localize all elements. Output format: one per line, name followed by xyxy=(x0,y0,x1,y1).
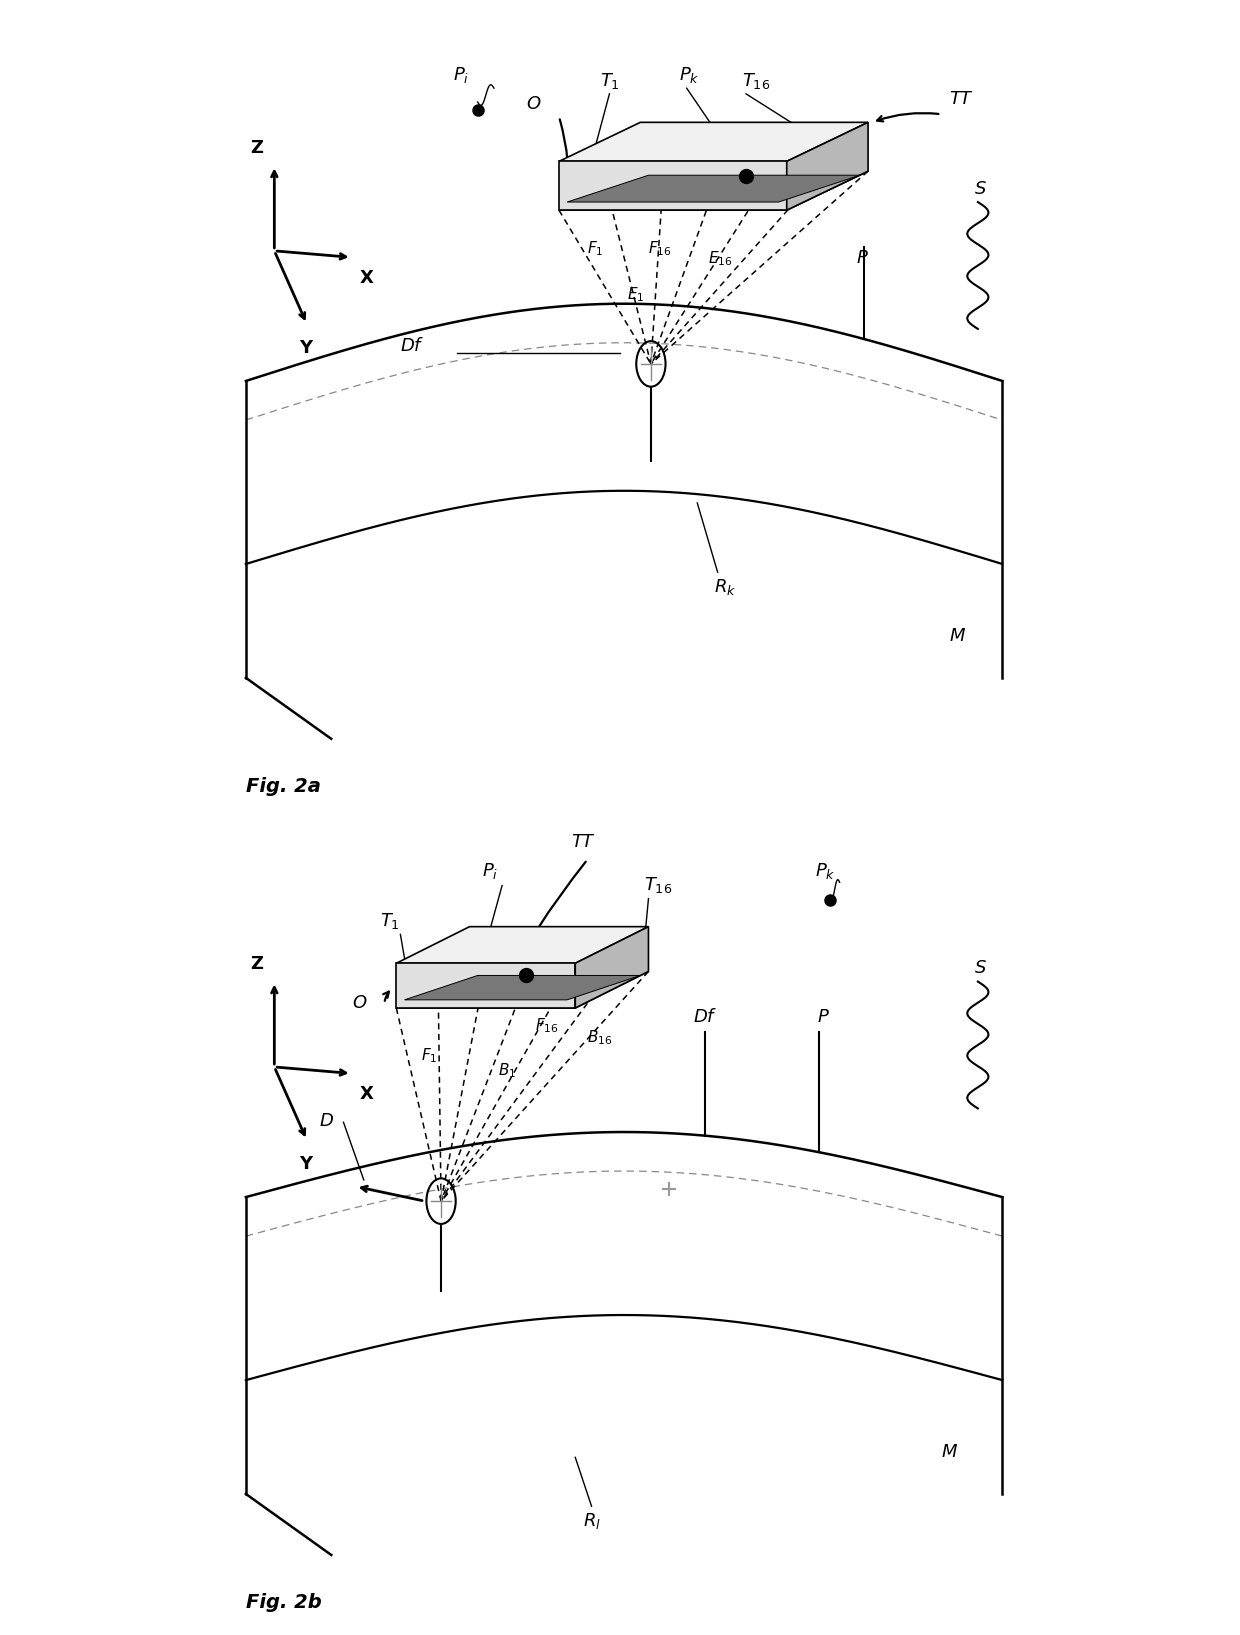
Polygon shape xyxy=(404,976,640,1001)
Polygon shape xyxy=(397,971,649,1009)
Text: $M$: $M$ xyxy=(941,1444,959,1462)
Text: $S$: $S$ xyxy=(973,180,987,198)
Text: $F_1$: $F_1$ xyxy=(420,1046,438,1064)
Text: $P_k$: $P_k$ xyxy=(678,65,699,85)
Text: $M$: $M$ xyxy=(950,628,966,646)
Text: $TT$: $TT$ xyxy=(950,90,975,108)
Text: $P$: $P$ xyxy=(817,1009,830,1027)
Polygon shape xyxy=(559,172,868,211)
Text: $F_{16}$: $F_{16}$ xyxy=(534,1017,558,1035)
Text: $E_1$: $E_1$ xyxy=(626,284,644,304)
Text: Fig. 2a: Fig. 2a xyxy=(246,777,321,796)
Text: X: X xyxy=(360,268,373,286)
Text: $E_{16}$: $E_{16}$ xyxy=(708,249,733,268)
Text: $B_{16}$: $B_{16}$ xyxy=(588,1028,613,1048)
Text: $O$: $O$ xyxy=(527,95,542,113)
Text: $D$: $D$ xyxy=(319,1112,334,1130)
Text: Y: Y xyxy=(299,1154,311,1172)
Text: Z: Z xyxy=(250,139,263,157)
Polygon shape xyxy=(397,963,575,1009)
Polygon shape xyxy=(559,162,786,211)
Text: $Df$: $Df$ xyxy=(401,337,425,355)
Text: $T_{16}$: $T_{16}$ xyxy=(742,70,770,90)
Text: $F_{16}$: $F_{16}$ xyxy=(649,239,672,258)
Text: $B_1$: $B_1$ xyxy=(498,1061,516,1079)
Polygon shape xyxy=(397,927,649,963)
Text: $P_k$: $P_k$ xyxy=(815,860,836,881)
Text: $S$: $S$ xyxy=(973,960,987,978)
Text: $P$: $P$ xyxy=(856,249,869,267)
Text: $R_k$: $R_k$ xyxy=(713,577,735,597)
Text: $F_1$: $F_1$ xyxy=(588,239,604,258)
Text: Fig. 2b: Fig. 2b xyxy=(246,1592,321,1612)
Text: $Df$: $Df$ xyxy=(693,1009,718,1027)
Polygon shape xyxy=(575,927,649,1009)
Text: $P_i$: $P_i$ xyxy=(454,65,470,85)
Polygon shape xyxy=(567,175,859,203)
Polygon shape xyxy=(786,123,868,211)
Text: $T_{16}$: $T_{16}$ xyxy=(645,875,672,896)
Text: Y: Y xyxy=(299,338,311,356)
Text: $O$: $O$ xyxy=(352,994,367,1012)
Text: Z: Z xyxy=(250,955,263,973)
Polygon shape xyxy=(559,123,868,162)
Text: $T_1$: $T_1$ xyxy=(381,911,401,932)
Text: $R_l$: $R_l$ xyxy=(583,1511,601,1532)
Text: $P_i$: $P_i$ xyxy=(481,860,498,881)
Text: $TT$: $TT$ xyxy=(572,834,596,852)
Text: X: X xyxy=(360,1086,373,1104)
Text: $T_1$: $T_1$ xyxy=(600,70,620,90)
